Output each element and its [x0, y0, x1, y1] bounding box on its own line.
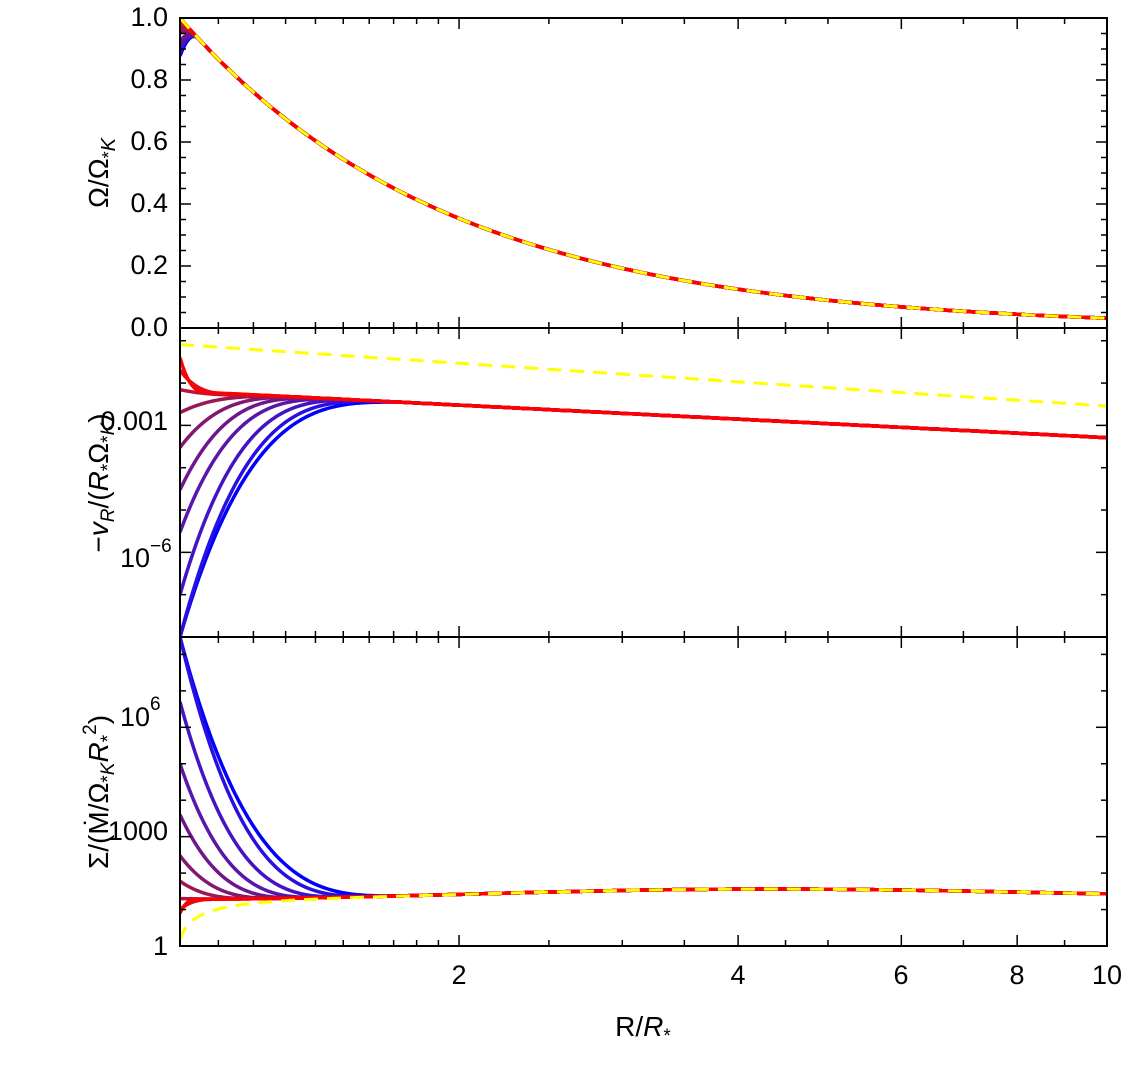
velocity-reference — [180, 343, 1107, 408]
panel-omega: 1.0 0.8 0.6 0.4 0.2 0.0 Ω/Ω*K — [83, 2, 1108, 342]
omega-ticks — [180, 17, 1108, 329]
ytick-label-1e6: 10 — [120, 702, 150, 732]
ytick-label-0.6: 0.6 — [130, 126, 168, 156]
omega-frame — [179, 17, 1108, 329]
density-series-4 — [180, 763, 1107, 900]
omega-series-3 — [180, 33, 1107, 320]
omega-series-4 — [180, 33, 1107, 320]
ytick-label-0.8: 0.8 — [130, 64, 168, 94]
density-ticks — [180, 637, 1108, 947]
xtick-label-6: 6 — [893, 960, 908, 990]
density-reference — [180, 887, 1107, 941]
xtick-label-10: 10 — [1092, 960, 1122, 990]
panel-radial-velocity: 0.001 10 −6 −vR/(R*Ω*K) — [83, 327, 1108, 638]
ytick-label-0.0: 0.0 — [130, 312, 168, 342]
omega-keplerian-reference — [180, 18, 1107, 320]
ytick-label-1e-6-exponent: −6 — [150, 536, 172, 557]
omega-series-7 — [180, 27, 1107, 320]
velocity-series-9 — [180, 369, 1107, 440]
ytick-label-0.001: 0.001 — [100, 406, 168, 436]
ytick-label-1.0: 1.0 — [130, 2, 168, 32]
xtick-label-8: 8 — [1009, 960, 1024, 990]
velocity-curves — [180, 343, 1107, 637]
panel-surface-density: 10 6 1000 1 Σ/(Ṁ/Ω*KR*2) — [80, 636, 1108, 961]
density-series-1 — [180, 637, 1107, 898]
x-axis-label: R/R* — [615, 1011, 671, 1047]
omega-series-2 — [180, 34, 1107, 320]
velocity-ylabel: −vR/(R*Ω*K) — [83, 413, 119, 552]
ytick-label-0.2: 0.2 — [130, 250, 168, 280]
ytick-label-1e-6: 10 — [120, 543, 150, 573]
omega-series-5 — [180, 32, 1107, 320]
omega-series-1 — [180, 34, 1107, 320]
density-curves — [180, 637, 1107, 941]
velocity-series-2 — [180, 399, 1107, 637]
density-frame — [179, 636, 1108, 947]
x-tick-labels: 2 4 6 8 10 — [451, 960, 1122, 990]
density-series-2 — [180, 637, 1107, 899]
velocity-series-10 — [180, 357, 1107, 440]
omega-curves — [180, 18, 1107, 320]
omega-series-6 — [180, 29, 1107, 320]
density-series-3 — [180, 701, 1107, 899]
xtick-label-4: 4 — [730, 960, 745, 990]
xtick-label-2: 2 — [451, 960, 466, 990]
velocity-series-4 — [180, 397, 1107, 533]
omega-ylabel: Ω/Ω*K — [83, 136, 120, 208]
ytick-label-0.4: 0.4 — [130, 188, 168, 218]
ytick-label-1000: 1000 — [108, 816, 168, 846]
density-ylabel: Σ/(Ṁ/Ω*KR*2) — [80, 715, 119, 869]
ytick-label-1: 1 — [153, 931, 168, 961]
ytick-label-1e6-exponent: 6 — [150, 694, 161, 715]
velocity-series-1 — [180, 400, 1107, 637]
